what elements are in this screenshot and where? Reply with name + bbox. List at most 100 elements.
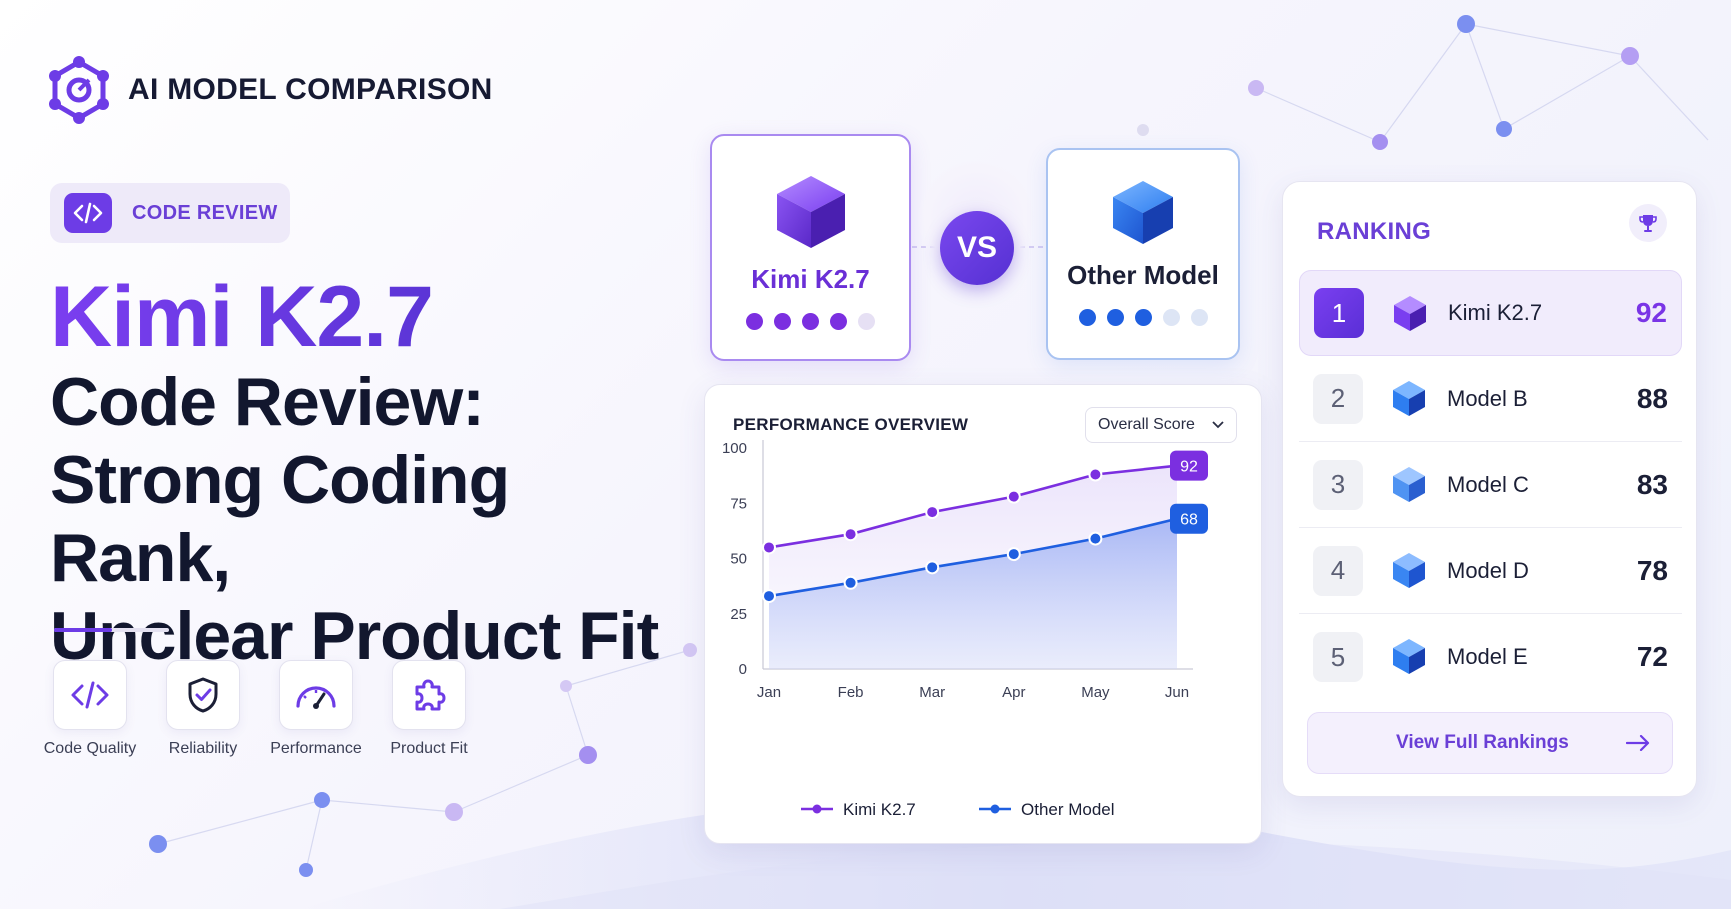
rank-number: 2 xyxy=(1313,373,1363,424)
cube-icon xyxy=(1113,181,1173,244)
series-line xyxy=(768,517,1178,598)
cube-icon xyxy=(1393,553,1425,588)
trophy-icon xyxy=(1629,204,1667,242)
rating-dot-filled xyxy=(1106,309,1124,326)
feature-label: Performance xyxy=(270,740,362,757)
ranking-title: RANKING xyxy=(1317,218,1432,245)
x-tick-label: Jun xyxy=(1165,684,1189,701)
cube-icon xyxy=(1393,639,1425,674)
data-point xyxy=(1088,467,1103,482)
ranking-row[interactable]: 2 Model B 88 xyxy=(1299,356,1682,442)
rating-dot-empty xyxy=(858,313,875,330)
rating-dot-filled xyxy=(1134,309,1152,326)
headline-line: Code Review: xyxy=(50,364,485,440)
rank-model-name: Model B xyxy=(1447,385,1528,411)
end-value-badge xyxy=(1170,450,1208,481)
chevron-down-icon xyxy=(1212,421,1224,429)
cube-icon xyxy=(1393,381,1425,416)
shield-check-icon xyxy=(166,660,240,730)
hexagon-network-icon xyxy=(49,56,109,124)
model-card-other[interactable]: Other Model xyxy=(1046,148,1240,360)
legend-label: Kimi K2.7 xyxy=(843,800,916,819)
ranking-row[interactable]: 4 Model D 78 xyxy=(1299,528,1682,614)
rank-score: 88 xyxy=(1636,382,1668,414)
rating-dots xyxy=(1078,309,1208,326)
legend-marker xyxy=(812,804,822,814)
rating-dot-empty xyxy=(1190,309,1208,326)
y-tick-label: 50 xyxy=(730,551,747,568)
headline-model-name: Kimi K2.7 xyxy=(50,269,434,365)
performance-overview-card: PERFORMANCE OVERVIEW Overall Score 0 25 50… xyxy=(704,384,1262,844)
button-label: View Full Rankings xyxy=(1396,732,1569,753)
rank-score: 72 xyxy=(1636,641,1668,672)
rating-dots xyxy=(746,313,875,330)
model-name: Kimi K2.7 xyxy=(751,264,870,294)
cube-icon xyxy=(1393,467,1425,502)
ranking-row[interactable]: 3 Model C 83 xyxy=(1299,442,1682,528)
rank-number: 5 xyxy=(1313,632,1363,682)
ranking-row[interactable]: 1 Kimi K2.7 92 xyxy=(1299,270,1682,356)
model-card-kimi[interactable]: Kimi K2.7 xyxy=(710,134,911,361)
ranking-card: RANKING 1 Kimi K2.7 92 2 Model B 88 3 Mo… xyxy=(1282,181,1697,797)
data-point xyxy=(762,589,776,604)
data-point xyxy=(925,560,940,575)
rank-score: 83 xyxy=(1636,468,1668,500)
x-tick-label: Mar xyxy=(919,684,945,701)
data-point xyxy=(762,540,776,555)
x-tick-label: Apr xyxy=(1002,684,1025,701)
data-point xyxy=(1088,531,1103,546)
x-tick-label: Feb xyxy=(838,684,864,701)
rating-dot-filled xyxy=(802,313,819,330)
rank-number: 1 xyxy=(1314,288,1364,338)
tag-label: CODE REVIEW xyxy=(132,201,278,224)
feature-code-quality: Code Quality xyxy=(43,660,137,758)
rank-number: 3 xyxy=(1313,459,1363,510)
rank-model-name: Model D xyxy=(1447,557,1529,583)
end-value-label: 68 xyxy=(1180,512,1198,529)
data-point xyxy=(925,505,940,520)
data-point xyxy=(1006,489,1021,504)
legend-label: Other Model xyxy=(1021,800,1115,819)
feature-reliability: Reliability xyxy=(159,660,247,758)
rank-model-name: Kimi K2.7 xyxy=(1448,300,1543,325)
gauge-icon xyxy=(279,660,353,730)
performance-title: PERFORMANCE OVERVIEW xyxy=(733,415,969,434)
view-full-rankings-button[interactable]: View Full Rankings xyxy=(1307,712,1673,774)
arrow-right-icon xyxy=(1626,735,1650,751)
y-tick-label: 0 xyxy=(739,661,747,678)
y-tick-label: 25 xyxy=(730,606,747,623)
feature-product-fit: Product Fit xyxy=(385,660,473,758)
rank-number: 4 xyxy=(1313,545,1363,596)
series-line xyxy=(768,464,1178,549)
rating-dot-filled xyxy=(1078,309,1096,326)
feature-label: Product Fit xyxy=(390,740,468,757)
divider xyxy=(54,628,169,632)
feature-label: Code Quality xyxy=(43,740,137,757)
rating-dot-empty xyxy=(1162,309,1180,326)
legend-marker xyxy=(990,804,1000,814)
puzzle-icon xyxy=(392,660,466,730)
series-area xyxy=(769,518,1177,669)
cube-icon xyxy=(1394,296,1426,331)
y-tick-label: 100 xyxy=(722,440,747,457)
brand-header: AI MODEL COMPARISON xyxy=(48,56,493,124)
feature-list: Code Quality Reliability Performance Pro… xyxy=(43,660,473,758)
end-value-badge xyxy=(1170,503,1208,534)
rating-dot-filled xyxy=(774,313,791,330)
rating-dot-filled xyxy=(746,313,763,330)
cube-icon xyxy=(776,176,845,248)
headline-line: Strong Coding Rank, xyxy=(50,442,510,596)
rank-score: 78 xyxy=(1636,554,1668,586)
ranking-row[interactable]: 5 Model E 72 xyxy=(1299,614,1682,700)
feature-label: Reliability xyxy=(168,740,238,757)
rating-dot-filled xyxy=(830,313,847,330)
feature-performance: Performance xyxy=(270,660,362,758)
data-point xyxy=(1006,547,1021,562)
code-icon xyxy=(64,193,112,233)
code-icon xyxy=(53,660,127,730)
data-point xyxy=(843,575,858,590)
metric-select[interactable]: Overall Score xyxy=(1085,407,1237,443)
data-point xyxy=(843,527,858,542)
rank-model-name: Model E xyxy=(1447,644,1528,669)
metric-select-value: Overall Score xyxy=(1098,416,1195,433)
